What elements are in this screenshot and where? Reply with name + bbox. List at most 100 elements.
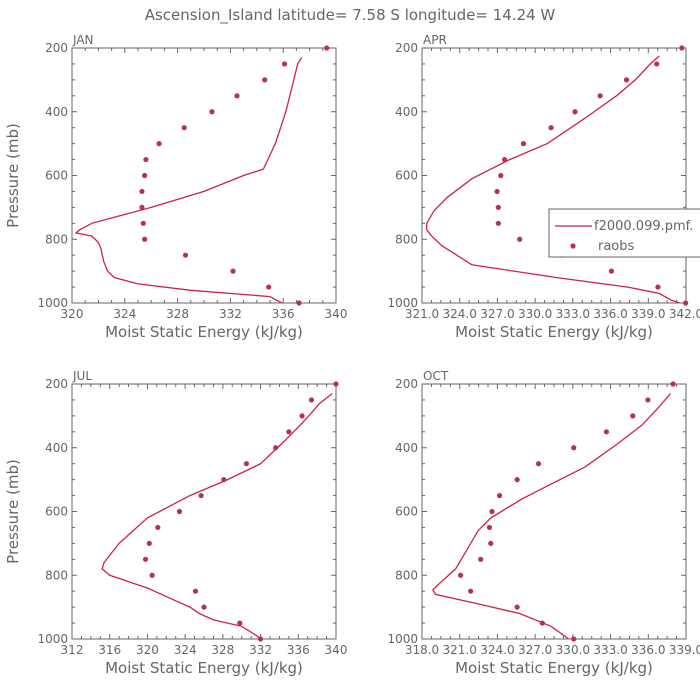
model-profile-line — [101, 393, 333, 639]
x-tick-label: 340 — [325, 643, 348, 657]
raobs-point — [489, 508, 495, 515]
raobs-point — [149, 572, 155, 578]
raobs-point — [478, 556, 484, 562]
raobs-point — [156, 141, 162, 147]
raobs-point — [630, 413, 636, 419]
raobs-point — [645, 397, 651, 403]
x-tick-label: 320 — [136, 643, 159, 657]
x-tick-label: 336 — [287, 643, 310, 657]
plot-area — [426, 55, 682, 303]
y-tick-label: 400 — [45, 105, 68, 119]
raobs-point — [333, 381, 339, 387]
x-tick-label: 336.0 — [631, 643, 665, 657]
raobs-point — [234, 93, 240, 99]
raobs-point — [198, 492, 204, 499]
panel-label: APR — [423, 33, 447, 47]
y-tick-label: 200 — [395, 41, 418, 55]
legend: f2000.099.pmf. raobs — [548, 208, 700, 258]
raobs-point — [181, 125, 187, 131]
raobs-point — [608, 268, 615, 274]
x-axis-title: Moist Static Energy (kJ/kg) — [455, 323, 653, 341]
y-tick-label: 400 — [45, 441, 68, 455]
legend-label-model: f2000.099.pmf. — [594, 219, 693, 234]
raobs-point — [548, 125, 554, 131]
raobs-point — [501, 156, 508, 163]
raobs-point — [139, 204, 145, 210]
plot-frame — [71, 47, 337, 304]
x-tick-label: 316 — [98, 643, 121, 657]
raobs-point — [496, 492, 503, 499]
raobs-point — [488, 540, 494, 546]
raobs-point — [176, 508, 183, 515]
panel-oct: OCT 318.0 321.0 324.0 327.0 330.0 333.0 336.0 33… — [387, 369, 700, 677]
y-tick-label: 1000 — [37, 296, 68, 310]
raobs-point — [266, 284, 272, 290]
x-tick-label: 339.0 — [669, 643, 700, 657]
y-tick-label: 1000 — [387, 632, 418, 646]
raobs-point — [535, 461, 542, 467]
y-tick-label: 200 — [395, 377, 418, 391]
raobs-point — [273, 445, 279, 451]
raobs-point — [683, 300, 689, 306]
raobs-point — [237, 620, 243, 626]
raobs-point — [155, 524, 161, 531]
y-axis-title: Pressure (mb) — [4, 123, 22, 228]
legend-box — [548, 208, 700, 258]
plot-frame — [421, 47, 687, 304]
raobs-point — [597, 93, 603, 99]
raobs-point — [670, 381, 676, 387]
raobs-point — [221, 477, 227, 483]
y-tick-label: 1000 — [387, 296, 418, 310]
raobs-point — [654, 61, 660, 67]
plot-frame — [71, 383, 337, 640]
y-tick-label: 400 — [395, 441, 418, 455]
panels-group: JAN 320 324 328 332 336 340 200 400 600 800 1000 Moi… — [4, 33, 700, 677]
model-profile-line — [432, 393, 671, 639]
y-tick-label: 1000 — [37, 632, 68, 646]
plot-area — [432, 393, 671, 639]
y-tick-label: 600 — [395, 505, 418, 519]
x-tick-label: 333.0 — [593, 643, 627, 657]
x-tick-label: 330.0 — [556, 643, 590, 657]
panel-label: OCT — [423, 369, 449, 383]
raobs-point — [209, 109, 215, 115]
x-tick-label: 318.0 — [405, 643, 439, 657]
raobs-point — [143, 156, 149, 163]
x-tick-label: 340 — [325, 307, 348, 321]
x-tick-label: 342.0 — [669, 307, 700, 321]
raobs-point — [655, 284, 661, 290]
plot-area — [101, 393, 333, 639]
raobs-point — [539, 620, 545, 626]
raobs-point — [262, 77, 268, 83]
x-tick-label: 312 — [61, 643, 84, 657]
x-tick-label: 320 — [61, 307, 84, 321]
raobs-point — [243, 461, 250, 467]
panel-jan: JAN 320 324 328 332 336 340 200 400 600 800 1000 Moi… — [4, 33, 347, 341]
raobs-point — [498, 172, 504, 179]
raobs-point — [571, 636, 577, 642]
raobs-point — [142, 236, 148, 242]
raobs-point — [517, 236, 523, 242]
raobs-point — [142, 556, 149, 562]
model-profile-line — [426, 55, 682, 303]
raobs-point — [468, 588, 474, 594]
raobs-point — [299, 413, 305, 419]
x-tick-label: 327.0 — [480, 307, 514, 321]
raobs-point — [623, 77, 630, 83]
raobs-point — [514, 604, 520, 610]
y-tick-label: 800 — [395, 232, 418, 246]
raobs-point — [308, 397, 315, 403]
y-tick-label: 600 — [395, 169, 418, 183]
raobs-point — [296, 300, 302, 306]
raobs-point — [192, 588, 199, 594]
plot-area — [74, 57, 303, 303]
raobs-point — [571, 445, 577, 451]
figure-title: Ascension_Island latitude= 7.58 S longit… — [145, 6, 556, 25]
panel-apr: APR 321.0 324.0 327.0 330.0 333.0 336.0 339.0 34… — [387, 33, 700, 341]
x-tick-label: 330.0 — [518, 307, 552, 321]
x-tick-label: 324 — [113, 307, 136, 321]
panel-label: JAN — [72, 33, 94, 47]
panel-label: JUL — [72, 369, 92, 383]
x-axis-title: Moist Static Energy (kJ/kg) — [105, 323, 303, 341]
